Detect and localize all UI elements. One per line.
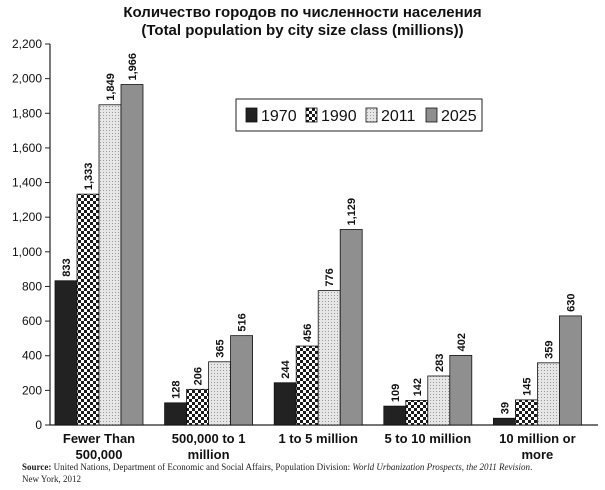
x-category-label: 5 to 10 million xyxy=(384,431,471,446)
data-label: 1,966 xyxy=(127,53,139,81)
data-label: 365 xyxy=(215,339,227,357)
x-category-label: 500,000 xyxy=(76,447,123,462)
bar-2011 xyxy=(317,290,341,426)
bar-1990 xyxy=(515,399,538,426)
chart-title: Количество городов по численности населе… xyxy=(123,4,482,21)
data-label: 206 xyxy=(193,367,205,385)
y-tick-label: 2,200 xyxy=(12,37,42,51)
y-tick-label: 200 xyxy=(22,383,42,397)
bar-1970 xyxy=(273,382,297,426)
legend-label: 1990 xyxy=(321,108,357,125)
data-label: 456 xyxy=(302,324,314,342)
y-tick-label: 2,000 xyxy=(12,72,42,86)
bar-2025 xyxy=(339,229,363,426)
y-tick-label: 0 xyxy=(35,418,42,432)
bar-1990 xyxy=(405,400,429,426)
source-org: United Nations, Department of Economic a… xyxy=(53,462,351,472)
data-label: 109 xyxy=(390,384,402,402)
bar-2025 xyxy=(230,335,254,426)
y-tick-label: 1,600 xyxy=(12,141,42,155)
x-category-label: more xyxy=(522,447,554,462)
bar-1990 xyxy=(295,345,319,426)
legend-box xyxy=(235,98,483,132)
source-end: . xyxy=(530,462,533,472)
bar-1970 xyxy=(383,405,407,426)
bar-2025 xyxy=(449,354,473,426)
data-label: 359 xyxy=(543,340,555,358)
x-category-label: 1 to 5 million xyxy=(278,431,358,446)
y-tick-label: 1,000 xyxy=(12,245,42,259)
data-label: 244 xyxy=(280,360,292,379)
bar-2011 xyxy=(427,375,451,426)
legend-label: 2025 xyxy=(441,108,477,125)
y-tick-label: 600 xyxy=(22,314,42,328)
x-category-label: Fewer Than xyxy=(63,431,135,446)
data-label: 776 xyxy=(324,268,336,286)
data-label: 1,849 xyxy=(105,73,117,101)
data-label: 630 xyxy=(565,294,577,312)
data-label: 283 xyxy=(434,354,446,372)
data-label: 516 xyxy=(237,313,249,331)
legend-label: 1970 xyxy=(261,108,297,125)
data-label: 39 xyxy=(499,402,511,414)
bar-2011 xyxy=(208,361,232,426)
legend-swatch-1970 xyxy=(245,107,258,123)
bar-1990 xyxy=(76,193,100,426)
data-label: 402 xyxy=(456,333,468,351)
x-category-label: 500,000 to 1 xyxy=(172,431,246,446)
chart-bars xyxy=(54,84,582,426)
x-category-label: 10 million or xyxy=(499,431,576,446)
bar-2025 xyxy=(120,84,144,426)
source-note-line2: New York, 2012 xyxy=(22,474,82,484)
legend-swatch-2025 xyxy=(425,107,438,123)
data-label: 1,129 xyxy=(346,198,358,226)
bar-2025 xyxy=(559,315,582,426)
bar-1970 xyxy=(492,417,516,426)
chart-subtitle: (Total population by city size class (mi… xyxy=(141,22,464,39)
source-label: Source: xyxy=(22,462,52,472)
bar-2011 xyxy=(537,362,560,426)
legend-label: 2011 xyxy=(381,108,416,125)
bar-1970 xyxy=(54,280,78,426)
y-tick-label: 1,800 xyxy=(12,106,42,120)
bar-2011 xyxy=(98,104,122,426)
source-note: Source: United Nations, Department of Ec… xyxy=(22,462,532,472)
data-label: 128 xyxy=(171,380,183,398)
chart-legend: 1970 1990 2011 2025 xyxy=(235,98,483,132)
y-tick-label: 400 xyxy=(22,349,42,363)
x-category-label: million xyxy=(188,447,230,462)
y-tick-label: 1,400 xyxy=(12,176,42,190)
legend-swatch-2011 xyxy=(365,107,378,123)
source-work: World Urbanization Prospects, the 2011 R… xyxy=(352,462,531,472)
bar-1990 xyxy=(186,388,210,426)
y-tick-label: 1,200 xyxy=(12,210,42,224)
data-label: 142 xyxy=(412,378,424,396)
legend-swatch-1990 xyxy=(305,107,318,123)
data-label: 145 xyxy=(521,378,533,396)
data-label: 833 xyxy=(61,258,73,276)
data-label: 1,333 xyxy=(83,163,95,191)
chart-data-labels: 833 1,333 1,849 1,966 128 206 365 516 244 456 776 1… xyxy=(61,53,577,414)
y-tick-label: 800 xyxy=(22,279,42,293)
bar-1970 xyxy=(164,402,188,426)
